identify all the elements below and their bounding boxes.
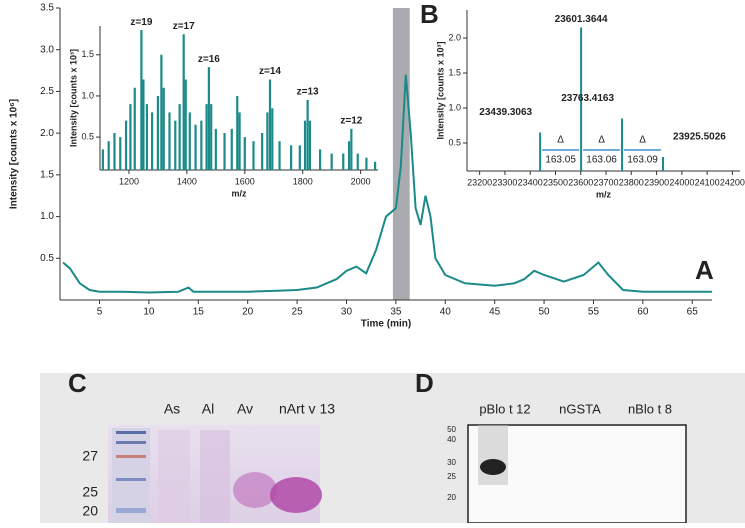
x-tick-label: 10 — [143, 307, 155, 318]
marker-label: 25 — [82, 484, 98, 500]
lane-label: nArt v 13 — [279, 401, 335, 417]
smear — [478, 425, 508, 485]
y-axis-label: Intensity [counts x 10³] — [435, 41, 445, 139]
delta-symbol: Δ — [639, 135, 646, 146]
y-tick-label: 3.5 — [40, 3, 54, 14]
x-tick-label: 1800 — [293, 176, 313, 186]
x-tick-label: 65 — [687, 307, 699, 318]
panel-letter: D — [415, 368, 434, 398]
y-tick-label: 3.0 — [40, 44, 54, 55]
band — [480, 459, 506, 475]
peak-label: 23925.5026 — [673, 132, 726, 143]
x-tick-label: 35 — [390, 307, 402, 318]
x-tick-label: 55 — [588, 307, 600, 318]
x-tick-label: 23800 — [619, 177, 644, 187]
delta-label: 163.06 — [586, 155, 617, 166]
marker-label: 20 — [447, 493, 456, 502]
y-tick-label: 1.0 — [81, 90, 94, 100]
peak-label: z=16 — [198, 54, 220, 65]
peak-label: z=12 — [340, 115, 362, 126]
x-tick-label: 23500 — [543, 177, 568, 187]
marker-label: 50 — [447, 425, 456, 434]
x-tick-label: 23300 — [492, 177, 517, 187]
delta-label: 163.05 — [545, 155, 576, 166]
x-axis-label: Time (min) — [361, 319, 411, 330]
ladder-band — [116, 478, 146, 481]
x-tick-label: 25 — [292, 307, 304, 318]
x-tick-label: 23400 — [518, 177, 543, 187]
y-tick-label: 0.5 — [40, 253, 54, 264]
y-tick-label: 1.0 — [448, 102, 461, 112]
x-tick-label: 40 — [440, 307, 452, 318]
y-tick-label: 0.5 — [81, 131, 94, 141]
x-tick-label: 24000 — [669, 177, 694, 187]
lane-label: Al — [202, 401, 214, 417]
marker-label: 25 — [447, 472, 456, 481]
lane — [200, 430, 230, 523]
y-axis-label: Intensity [counts x 10³] — [68, 49, 78, 147]
x-tick-label: 15 — [193, 307, 205, 318]
peak-label: z=19 — [130, 17, 152, 28]
lane-label: nBlo t 8 — [628, 401, 672, 416]
x-tick-label: 60 — [637, 307, 649, 318]
y-tick-label: 1.5 — [448, 67, 461, 77]
y-tick-label: 2.0 — [448, 32, 461, 42]
y-tick-label: 2.5 — [40, 86, 54, 97]
x-axis-label: m/z — [231, 188, 247, 198]
y-tick-label: 0.5 — [448, 137, 461, 147]
band — [233, 472, 277, 508]
x-tick-label: 45 — [489, 307, 501, 318]
y-tick-label: 1.5 — [81, 49, 94, 59]
peak-label: z=13 — [297, 87, 319, 98]
x-tick-label: 24100 — [695, 177, 720, 187]
data-line — [62, 74, 712, 294]
ladder-band — [116, 431, 146, 434]
panel-letter: A — [695, 255, 714, 285]
peak-label: 23439.3063 — [479, 107, 532, 118]
x-tick-label: 23600 — [568, 177, 593, 187]
ladder-band — [116, 455, 146, 458]
peak-label: z=17 — [173, 21, 195, 32]
marker-label: 40 — [447, 435, 456, 444]
x-tick-label: 24200 — [720, 177, 745, 187]
lane-label: nGSTA — [559, 401, 601, 416]
x-tick-label: 23200 — [467, 177, 492, 187]
ladder-band — [116, 508, 146, 513]
delta-symbol: Δ — [557, 135, 564, 146]
y-tick-label: 1.5 — [40, 169, 54, 180]
x-tick-label: 50 — [538, 307, 550, 318]
x-tick-label: 5 — [97, 307, 103, 318]
delta-symbol: Δ — [598, 135, 605, 146]
y-tick-label: 2.0 — [40, 128, 54, 139]
marker-label: 20 — [82, 503, 98, 519]
y-axis-label: Intensity [counts x 10⁶] — [9, 99, 20, 209]
panel-letter: B — [420, 0, 439, 29]
marker-label: 27 — [82, 448, 98, 464]
x-tick-label: 1600 — [235, 176, 255, 186]
x-tick-label: 23700 — [594, 177, 619, 187]
y-tick-label: 1.0 — [40, 211, 54, 222]
ladder-band — [116, 441, 146, 444]
peak-label: 23601.3644 — [555, 14, 608, 25]
lane-label: pBlo t 12 — [479, 401, 530, 416]
peak-label: z=14 — [259, 66, 281, 77]
x-tick-label: 30 — [341, 307, 353, 318]
x-tick-label: 23900 — [644, 177, 669, 187]
x-tick-label: 1200 — [119, 176, 139, 186]
x-tick-label: 20 — [242, 307, 254, 318]
x-tick-label: 2000 — [351, 176, 371, 186]
marker-label: 30 — [447, 458, 456, 467]
panel-letter: C — [68, 368, 87, 398]
peak-label: 23763.4163 — [561, 93, 614, 104]
lane-label: Av — [237, 401, 253, 417]
delta-label: 163.09 — [627, 155, 658, 166]
band — [270, 477, 322, 513]
lane — [158, 430, 190, 523]
x-axis-label: m/z — [596, 189, 612, 199]
lane-label: As — [164, 401, 180, 417]
x-tick-label: 1400 — [177, 176, 197, 186]
